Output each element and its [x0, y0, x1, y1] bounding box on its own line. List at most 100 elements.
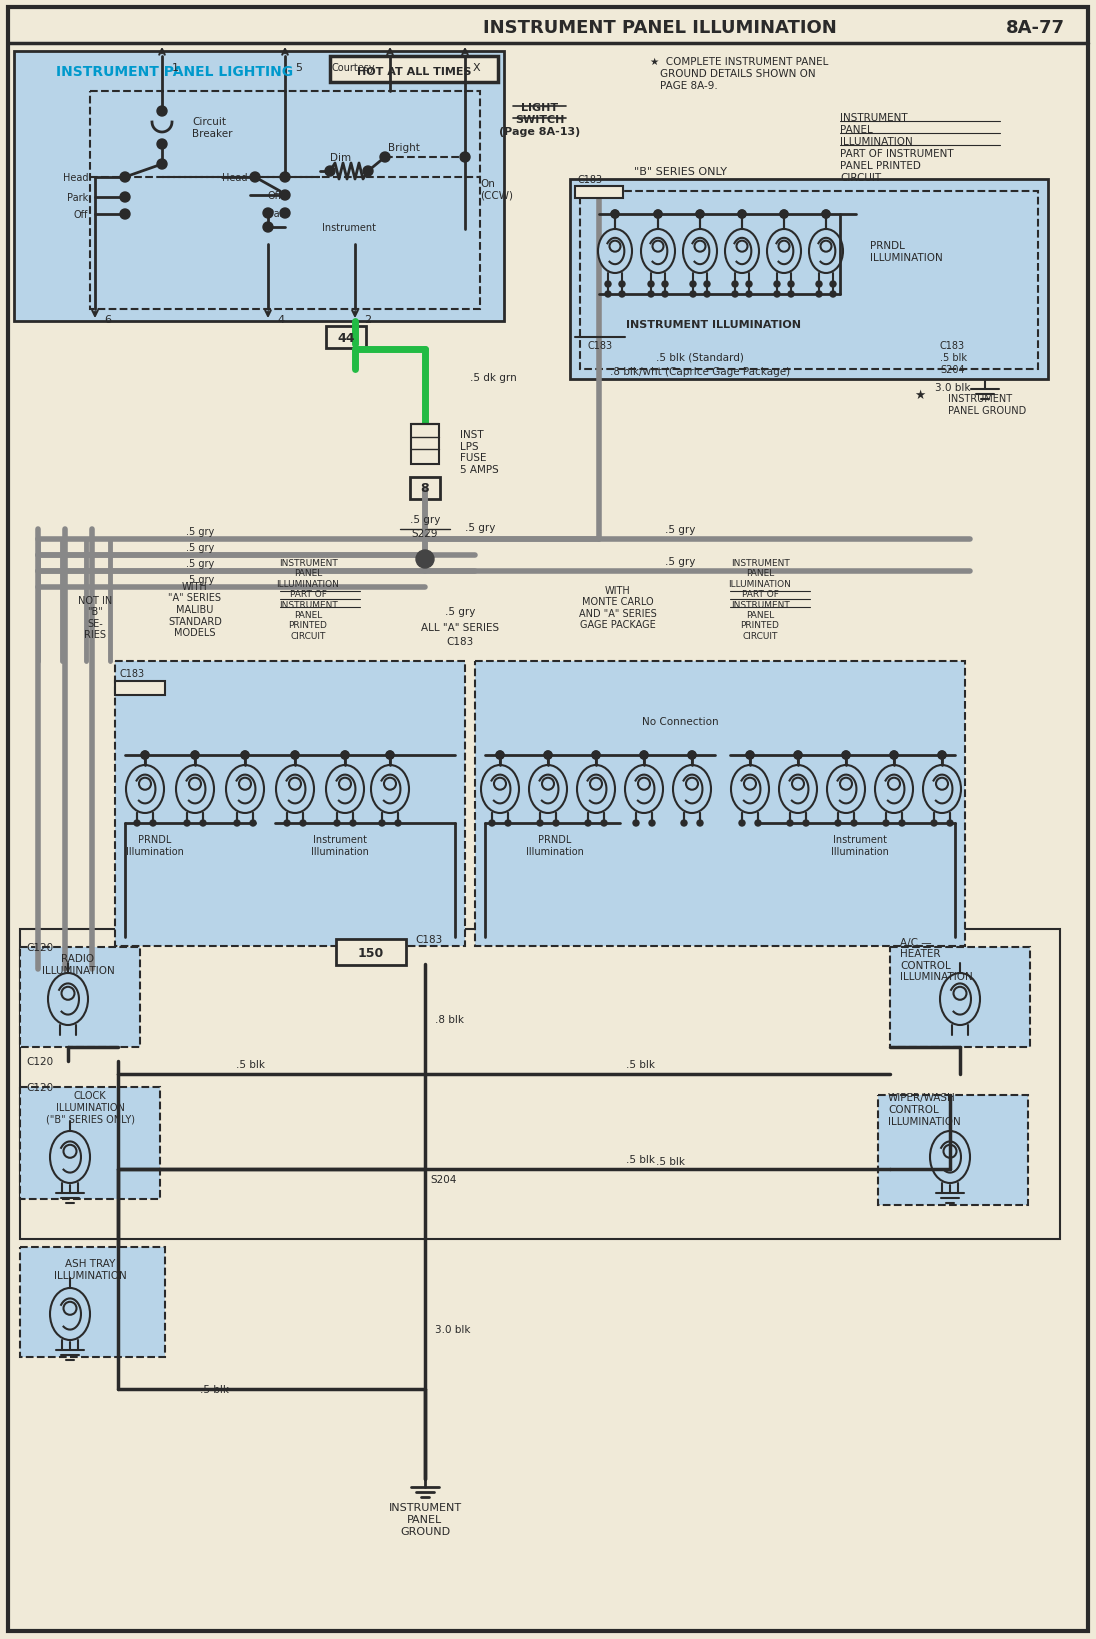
Circle shape	[938, 752, 946, 759]
Circle shape	[592, 752, 600, 759]
Circle shape	[890, 752, 898, 759]
Circle shape	[822, 211, 830, 220]
Circle shape	[787, 821, 794, 826]
Bar	[115, 682, 165, 695]
Circle shape	[835, 821, 841, 826]
Circle shape	[619, 282, 625, 288]
Circle shape	[300, 821, 306, 826]
Text: 1: 1	[172, 62, 179, 74]
Circle shape	[899, 821, 905, 826]
Ellipse shape	[226, 765, 264, 813]
Text: 6: 6	[104, 315, 111, 325]
Text: .5 gry: .5 gry	[186, 559, 214, 569]
Text: Circuit
Breaker: Circuit Breaker	[192, 116, 232, 139]
Ellipse shape	[827, 765, 865, 813]
Circle shape	[803, 821, 809, 826]
Circle shape	[292, 752, 299, 759]
Text: Head: Head	[62, 172, 88, 184]
Circle shape	[460, 152, 470, 162]
Ellipse shape	[48, 974, 88, 1026]
Bar	[890, 947, 1030, 1047]
Text: 2: 2	[364, 315, 372, 325]
Circle shape	[788, 282, 794, 288]
Bar	[580, 192, 1038, 370]
Bar	[410, 477, 439, 500]
Bar	[20, 1247, 165, 1357]
Ellipse shape	[326, 765, 364, 813]
Circle shape	[141, 752, 149, 759]
Circle shape	[640, 752, 648, 759]
Circle shape	[648, 292, 654, 298]
Circle shape	[592, 752, 600, 759]
Circle shape	[780, 211, 788, 220]
Circle shape	[788, 292, 794, 298]
Circle shape	[640, 752, 648, 759]
Circle shape	[379, 821, 385, 826]
Text: 8A-77: 8A-77	[1005, 20, 1064, 38]
Text: NOT IN
"B"
SE-
RIES: NOT IN "B" SE- RIES	[78, 595, 112, 639]
Text: Off: Off	[73, 210, 88, 220]
Text: C120: C120	[26, 1057, 53, 1067]
Ellipse shape	[481, 765, 520, 813]
Circle shape	[537, 821, 543, 826]
Circle shape	[544, 752, 552, 759]
Ellipse shape	[940, 974, 980, 1026]
Bar	[475, 662, 964, 946]
Bar	[330, 57, 498, 84]
Circle shape	[774, 292, 780, 298]
Circle shape	[774, 282, 780, 288]
Circle shape	[157, 139, 167, 149]
Text: .5 gry: .5 gry	[665, 524, 695, 534]
Text: PAGE 8A-9.: PAGE 8A-9.	[660, 80, 718, 90]
Circle shape	[241, 752, 249, 759]
Circle shape	[830, 292, 836, 298]
Text: C183: C183	[415, 934, 443, 944]
Bar	[20, 929, 1060, 1239]
Text: LIGHT
SWITCH
(Page 8A-13): LIGHT SWITCH (Page 8A-13)	[500, 103, 581, 136]
Circle shape	[157, 107, 167, 116]
Text: "B" SERIES ONLY: "B" SERIES ONLY	[633, 167, 727, 177]
Bar	[570, 180, 1048, 380]
Circle shape	[134, 821, 140, 826]
Text: S204: S204	[940, 365, 964, 375]
Text: .5 gry: .5 gry	[186, 543, 214, 552]
Text: PANEL: PANEL	[840, 125, 872, 134]
Text: .5 dk grn: .5 dk grn	[470, 372, 516, 384]
Ellipse shape	[625, 765, 663, 813]
Circle shape	[681, 821, 687, 826]
Circle shape	[817, 282, 822, 288]
Text: HOT AT ALL TIMES: HOT AT ALL TIMES	[357, 67, 471, 77]
Text: Off: Off	[269, 190, 283, 202]
Circle shape	[386, 752, 393, 759]
Text: 8: 8	[421, 482, 430, 495]
Circle shape	[696, 211, 704, 220]
Circle shape	[746, 752, 754, 759]
Ellipse shape	[731, 765, 769, 813]
Circle shape	[610, 211, 619, 220]
Text: Courtesy: Courtesy	[331, 62, 375, 74]
Text: .5 gry: .5 gry	[186, 575, 214, 585]
Circle shape	[505, 821, 511, 826]
Bar	[878, 1095, 1028, 1205]
Circle shape	[842, 752, 850, 759]
Circle shape	[363, 167, 373, 177]
Circle shape	[496, 752, 504, 759]
Bar	[115, 662, 465, 946]
Circle shape	[704, 292, 710, 298]
Circle shape	[380, 152, 390, 162]
Text: INST
LPS
FUSE
5 AMPS: INST LPS FUSE 5 AMPS	[460, 429, 499, 475]
Text: .5 gry: .5 gry	[445, 606, 476, 616]
Text: Instrument
Illumination: Instrument Illumination	[831, 834, 889, 856]
Text: .5 blk: .5 blk	[201, 1385, 229, 1395]
Ellipse shape	[673, 765, 711, 813]
Text: On
(CCW): On (CCW)	[480, 179, 513, 200]
Text: CIRCUIT: CIRCUIT	[840, 172, 881, 184]
Circle shape	[938, 752, 946, 759]
Ellipse shape	[923, 765, 961, 813]
Ellipse shape	[724, 229, 760, 274]
Circle shape	[250, 821, 256, 826]
Circle shape	[263, 208, 273, 220]
Circle shape	[662, 292, 667, 298]
Circle shape	[696, 211, 704, 220]
Bar	[90, 92, 480, 310]
